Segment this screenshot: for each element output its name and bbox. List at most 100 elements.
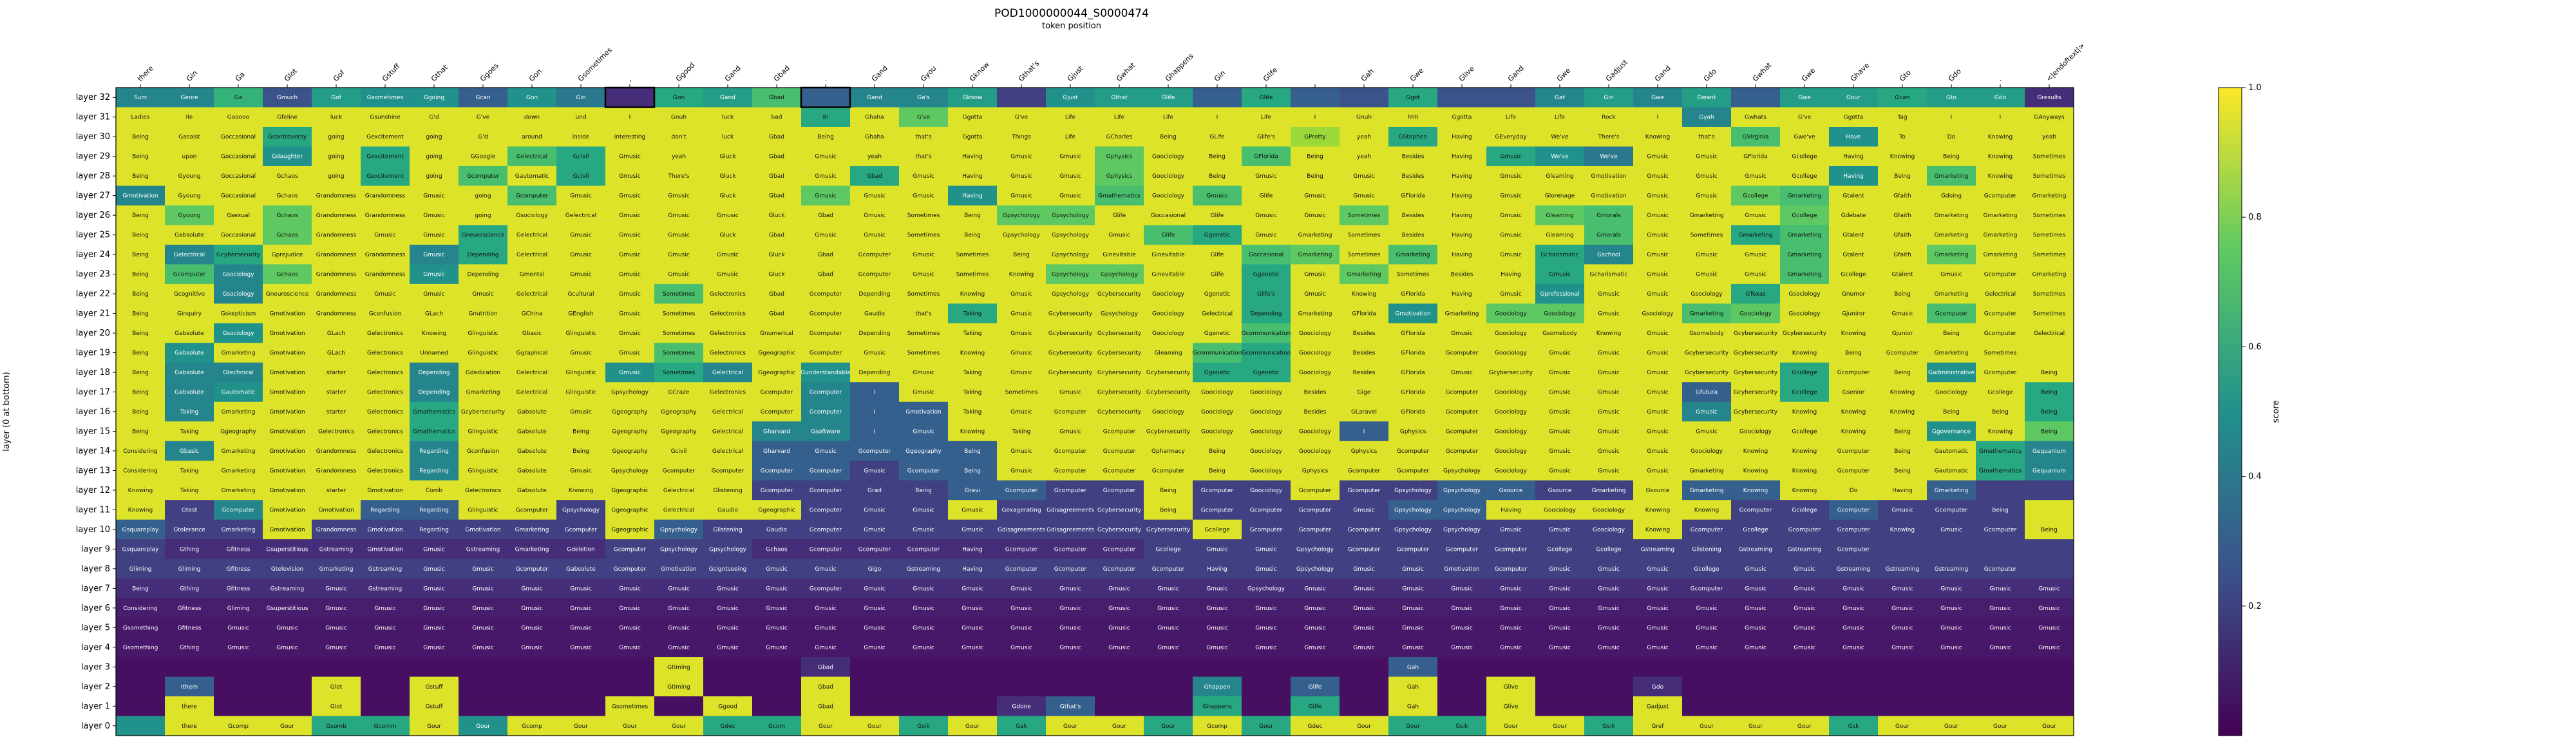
cell-label: Gstreaming	[270, 586, 304, 592]
cell-label: Gmusic	[1989, 645, 2011, 651]
heatmap-cell	[1976, 637, 2025, 658]
heatmap-cell	[1242, 480, 1291, 501]
heatmap-cell	[1193, 382, 1242, 403]
heatmap-cell	[1584, 539, 1634, 560]
cell-label: Gpsychology	[1052, 291, 1090, 298]
heatmap-cell	[507, 126, 557, 147]
cell-label: Goociology	[1495, 390, 1528, 396]
cell-label: Sometimes	[663, 350, 696, 357]
heatmap-cell	[948, 696, 998, 716]
heatmap-cell	[850, 578, 900, 598]
heatmap-cell	[361, 480, 410, 501]
cell-label: Gmusic	[1353, 173, 1375, 180]
heatmap-cell	[850, 716, 900, 736]
heatmap-cell	[1780, 205, 1830, 225]
heatmap-cell	[116, 578, 166, 598]
cell-label: Gmusic	[1500, 625, 1522, 631]
cell-label: Gchaos	[276, 193, 298, 200]
heatmap-cell	[459, 107, 508, 128]
heatmap-cell	[605, 225, 655, 245]
cell-label: Goociology	[1152, 173, 1185, 180]
heatmap-cell	[312, 107, 361, 128]
heatmap-cell	[948, 461, 998, 481]
heatmap-cell	[165, 716, 214, 736]
heatmap-cell	[263, 598, 312, 618]
cell-label: Gsociology	[1788, 311, 1821, 318]
cell-label: Gexcitement	[366, 154, 404, 160]
cell-label: Gmusic	[1206, 586, 1228, 592]
heatmap-cell	[1584, 362, 1634, 383]
cell-label: Gmotivation	[905, 409, 941, 415]
cell-label: Gcommunication	[1193, 350, 1242, 357]
cell-label: Have	[1846, 134, 1861, 140]
cell-label: Life	[1065, 115, 1076, 121]
heatmap-cell	[1927, 323, 1976, 343]
heatmap-cell	[997, 696, 1046, 716]
cell-label: Gmusic	[1647, 448, 1669, 455]
cell-label: Gmarketing	[1935, 350, 1969, 357]
heatmap-cell	[214, 205, 263, 225]
cell-label: Gmusic	[961, 527, 983, 533]
heatmap-cell	[703, 696, 753, 716]
cell-label: Gmusic	[1255, 233, 1277, 239]
heatmap-cell	[1682, 166, 1732, 186]
heatmap-cell	[1780, 225, 1830, 245]
heatmap-cell	[263, 421, 312, 442]
cell-label: Gmusic	[1940, 606, 1962, 612]
cell-label: Being	[1943, 330, 1960, 337]
cell-label: Gmusic	[1304, 606, 1326, 612]
heatmap-cell	[1486, 500, 1536, 520]
heatmap-cell	[165, 637, 214, 658]
cell-label: Gcomputer	[1299, 507, 1332, 513]
cell-label: Gige	[1358, 390, 1371, 396]
heatmap-cell	[361, 205, 410, 225]
heatmap-cell	[459, 362, 508, 383]
cell-label: Gmusic	[1500, 154, 1522, 160]
heatmap-cell	[1388, 186, 1438, 206]
heatmap-cell	[1976, 264, 2025, 285]
heatmap-cell	[165, 558, 214, 579]
heatmap-cell	[263, 519, 312, 540]
cell-label: Ithem	[181, 684, 198, 691]
heatmap-cell	[1046, 88, 1095, 108]
cell-label: Gour	[1406, 723, 1420, 730]
heatmap-cell	[752, 323, 802, 343]
cell-label: Gmusic	[1647, 173, 1669, 180]
heatmap-cell	[312, 441, 361, 461]
heatmap-cell	[1193, 519, 1242, 540]
cell-label: Goccasional	[221, 173, 256, 180]
heatmap-cell	[997, 166, 1046, 186]
heatmap-cell	[1388, 126, 1438, 147]
heatmap-cell	[1291, 225, 1340, 245]
heatmap-cell	[1095, 343, 1144, 363]
cell-label: Gmusic	[913, 428, 934, 435]
cell-label: Gcomputer	[565, 527, 598, 533]
cell-label: Gcollege	[1204, 527, 1230, 533]
cell-label: Gluck	[719, 173, 736, 180]
cell-label: Gsociology	[222, 272, 254, 278]
heatmap-cell	[459, 716, 508, 736]
heatmap-cell	[752, 88, 802, 108]
cell-label: Gmusic	[1598, 448, 1620, 455]
cell-label: Gcybersecurity	[1097, 527, 1142, 533]
heatmap-cell	[948, 598, 998, 618]
heatmap-cell	[214, 676, 263, 697]
heatmap-cell	[1340, 283, 1389, 304]
heatmap-cell	[1242, 618, 1291, 638]
heatmap-cell	[850, 107, 900, 128]
heatmap-cell	[1878, 362, 1927, 383]
heatmap-cell	[605, 500, 655, 520]
heatmap-cell	[1046, 618, 1095, 638]
cell-label: Gour	[1846, 95, 1861, 101]
heatmap-cell	[459, 205, 508, 225]
cell-label: Gcivil	[573, 154, 589, 160]
cell-label: Gmusic	[961, 645, 983, 651]
cell-label: Gtalent	[1842, 252, 1864, 258]
cell-label: GVirginia	[1743, 134, 1769, 140]
heatmap-cell	[459, 539, 508, 560]
heatmap-cell	[1095, 676, 1144, 697]
cell-label: Gelectrical	[565, 213, 596, 219]
heatmap-cell	[1878, 519, 1927, 540]
cell-label: Glinguistic	[468, 330, 498, 337]
heatmap-cell	[654, 676, 704, 697]
